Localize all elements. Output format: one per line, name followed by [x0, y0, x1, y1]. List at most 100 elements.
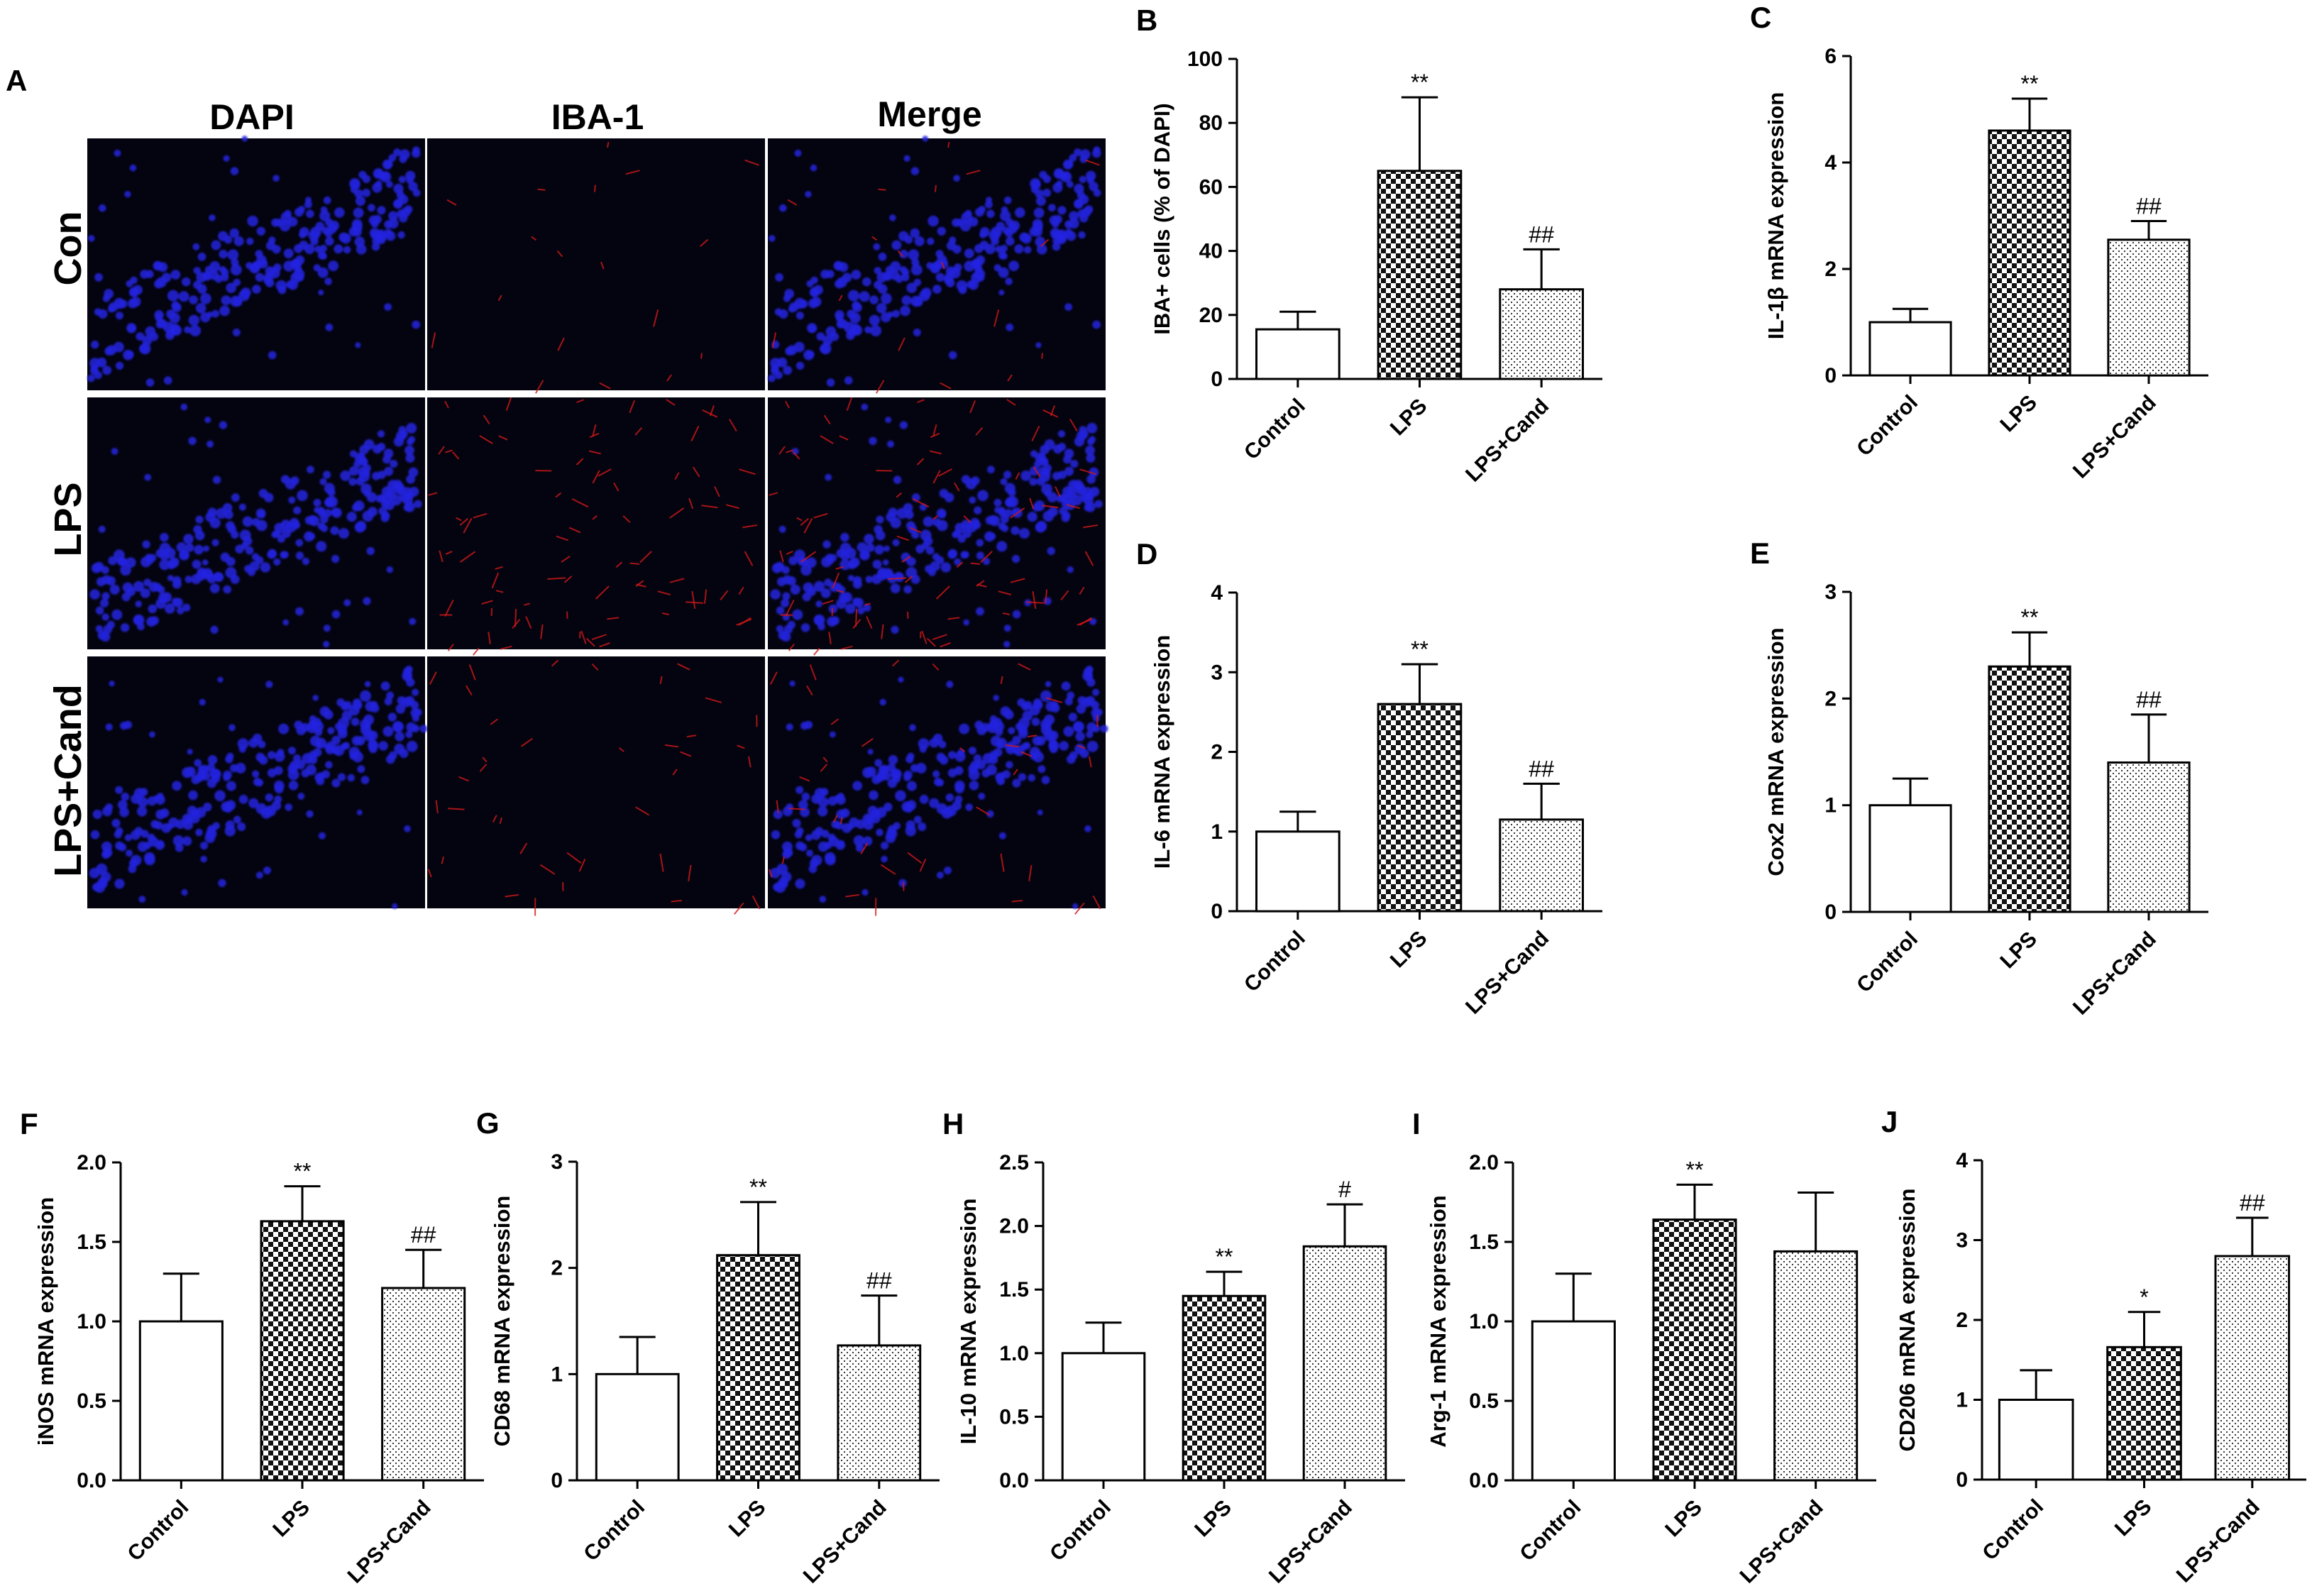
x-tick-label-b-lps: LPS: [1386, 395, 1432, 441]
y-tick-label-i: 1.5: [1469, 1231, 1499, 1254]
bar-e-lps-cand: [2107, 761, 2191, 913]
x-tick-label-h-lps-cand: LPS+Cand: [1265, 1496, 1357, 1588]
chart-panel-h: H 0.0 0.5 1.0 1.5 2.0 2.5 IL-10 mRNA expression…: [942, 1107, 1405, 1588]
significance-label-j-lps-cand: ##: [2240, 1190, 2265, 1216]
bar-b-lps-cand: [1499, 288, 1585, 380]
y-tick-label-e: 3: [1824, 580, 1837, 604]
significance-label-c-lps-cand: ##: [2136, 194, 2162, 219]
x-tick-label-j-lps: LPS: [2110, 1495, 2157, 1541]
y-tick-label-c: 0: [1824, 364, 1837, 387]
x-tick-label-h-lps: LPS: [1190, 1496, 1236, 1542]
chart-panel-j: J 0 1 2 3 4 CD206 mRNA expression Control * LPS ##…: [1881, 1105, 2306, 1587]
significance-label-g-lps-cand: ##: [866, 1268, 892, 1294]
micrograph-lps-cand-merge: [768, 656, 1108, 916]
panel-letter-d: D: [1136, 537, 1157, 571]
y-tick-label-b: 40: [1199, 240, 1223, 263]
x-tick-label-j-control: Control: [1978, 1495, 2048, 1565]
chart-panel-c: C 0 2 4 6 IL-1β mRNA expression Control ** LPS ##…: [1750, 1, 2208, 483]
y-tick-label-j: 0: [1956, 1468, 1968, 1492]
y-tick-label-h: 0.5: [999, 1405, 1029, 1429]
x-tick-label-f-control: Control: [123, 1496, 194, 1566]
panel-letter-j: J: [1881, 1105, 1898, 1138]
x-tick-label-e-control: Control: [1852, 928, 1922, 998]
bar-j-control: [1998, 1399, 2074, 1481]
panel-letter-h: H: [942, 1107, 964, 1140]
bar-c-lps: [1988, 129, 2071, 377]
micrograph-con-iba1: [427, 138, 765, 394]
y-tick-label-h: 1.5: [999, 1278, 1029, 1301]
bar-h-lps-cand: [1302, 1245, 1387, 1482]
y-tick-label-f: 1.5: [77, 1231, 106, 1254]
x-tick-label-e-lps: LPS: [1996, 928, 2042, 974]
chart-panel-f: F 0.0 0.5 1.0 1.5 2.0 iNOS mRNA expression Cont…: [20, 1107, 484, 1588]
bar-f-lps-cand: [381, 1287, 466, 1482]
x-tick-label-j-lps-cand: LPS+Cand: [2172, 1495, 2264, 1587]
column-header-merge: Merge: [877, 94, 981, 134]
significance-label-b-lps-cand: ##: [1529, 221, 1554, 247]
y-axis-label-d: IL-6 mRNA expression: [1150, 635, 1174, 869]
chart-panel-d: D 0 1 2 3 4 IL-6 mRNA expression Control ** LPS ##…: [1136, 537, 1602, 1019]
y-tick-label-d: 2: [1211, 741, 1223, 764]
x-tick-label-h-control: Control: [1045, 1496, 1116, 1566]
chart-panel-i: I 0.0 0.5 1.0 1.5 2.0 Arg-1 mRNA expression Con…: [1412, 1107, 1876, 1588]
row-label-lps-cand: LPS+Cand: [47, 684, 89, 877]
significance-label-i-lps: **: [1686, 1157, 1704, 1182]
y-tick-label-j: 4: [1956, 1149, 1968, 1172]
bar-i-control: [1531, 1320, 1616, 1482]
bar-g-lps-cand: [837, 1344, 922, 1482]
panel-letter-b: B: [1136, 4, 1157, 37]
y-tick-label-d: 1: [1211, 820, 1223, 844]
y-tick-label-c: 2: [1824, 258, 1837, 281]
x-tick-label-b-control: Control: [1240, 395, 1310, 465]
x-tick-label-e-lps-cand: LPS+Cand: [2069, 928, 2161, 1020]
x-tick-label-f-lps-cand: LPS+Cand: [343, 1496, 436, 1588]
panel-letter-i: I: [1412, 1107, 1421, 1140]
bar-j-lps: [2106, 1345, 2182, 1481]
y-tick-label-b: 0: [1211, 368, 1223, 391]
significance-label-b-lps: **: [1411, 70, 1429, 95]
significance-label-j-lps: *: [2140, 1284, 2148, 1310]
panel-letter-f: F: [20, 1107, 38, 1140]
y-tick-label-h: 0.0: [999, 1469, 1029, 1492]
y-tick-label-e: 1: [1824, 794, 1837, 818]
significance-label-h-lps: **: [1216, 1244, 1233, 1270]
y-tick-label-b: 60: [1199, 175, 1223, 199]
y-tick-label-f: 0.0: [77, 1469, 106, 1492]
y-tick-label-g: 3: [551, 1150, 563, 1174]
panel-a-letter: A: [6, 64, 27, 97]
x-tick-label-c-control: Control: [1852, 391, 1922, 461]
panel-a-micrographs: A DAPI IBA-1 Merge Con LPS LPS+Cand: [6, 64, 1108, 916]
x-tick-label-i-control: Control: [1516, 1496, 1586, 1566]
y-tick-label-f: 2.0: [77, 1151, 106, 1174]
y-axis-label-j: CD206 mRNA expression: [1895, 1189, 1920, 1452]
bar-c-control: [1868, 321, 1952, 377]
significance-label-c-lps: **: [2021, 71, 2039, 97]
y-axis-label-g: CD68 mRNA expression: [490, 1196, 514, 1447]
y-tick-label-i: 0.0: [1469, 1469, 1499, 1492]
micrograph-con-dapi: [87, 136, 425, 390]
significance-label-f-lps-cand: ##: [411, 1222, 436, 1248]
y-tick-label-b: 20: [1199, 304, 1223, 327]
y-tick-label-c: 6: [1824, 45, 1837, 68]
y-tick-label-i: 1.0: [1469, 1310, 1499, 1333]
y-tick-label-b: 100: [1187, 48, 1223, 71]
significance-label-e-lps: **: [2021, 605, 2039, 630]
y-tick-label-f: 0.5: [77, 1389, 106, 1413]
y-tick-label-h: 2.5: [999, 1151, 1029, 1174]
bar-e-control: [1868, 804, 1952, 913]
significance-label-g-lps: **: [749, 1174, 767, 1200]
x-tick-label-d-lps-cand: LPS+Cand: [1461, 927, 1553, 1019]
significance-label-f-lps: **: [294, 1159, 312, 1184]
micrograph-lps-cand-dapi: [87, 656, 428, 909]
x-tick-label-c-lps: LPS: [1996, 391, 2042, 437]
chart-panel-g: G 0 1 2 3 CD68 mRNA expression Control ** LPS ## L…: [476, 1106, 940, 1588]
y-tick-label-e: 0: [1824, 901, 1837, 924]
x-tick-label-g-lps: LPS: [725, 1496, 771, 1542]
y-axis-label-b: IBA+ cells (% of DAPI): [1150, 103, 1174, 334]
panel-letter-c: C: [1750, 1, 1771, 34]
bar-b-control: [1255, 328, 1341, 380]
column-header-iba1: IBA-1: [551, 97, 644, 137]
bar-f-lps: [260, 1220, 345, 1482]
x-tick-label-d-control: Control: [1240, 927, 1310, 997]
